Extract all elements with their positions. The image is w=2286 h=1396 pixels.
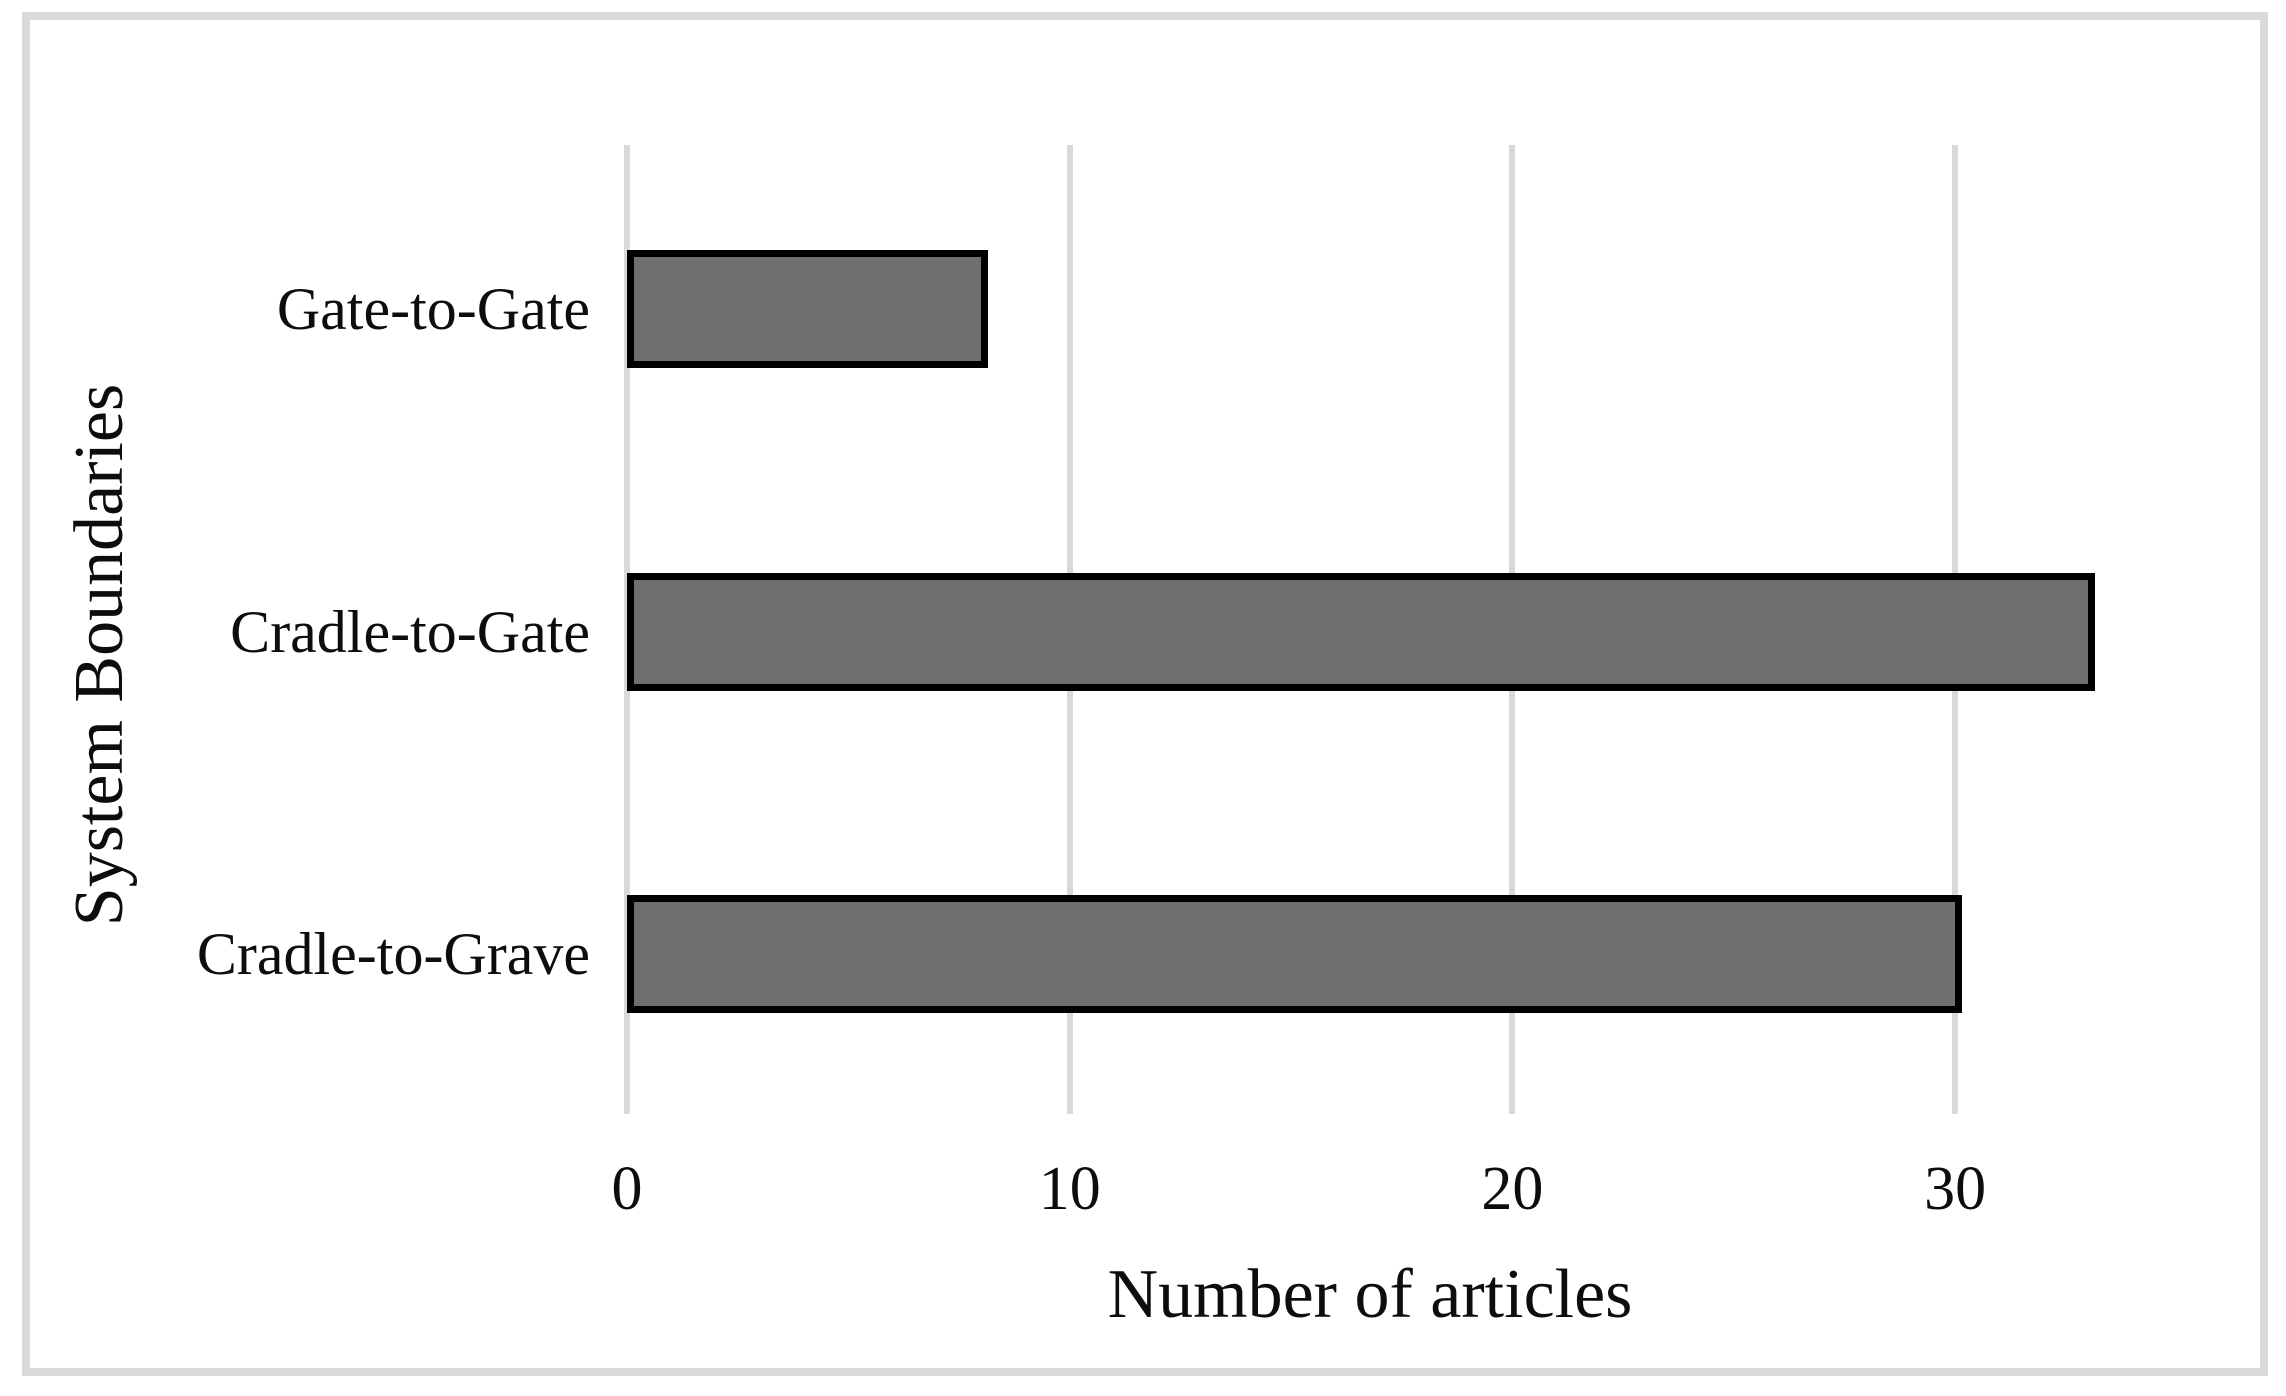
category-label-gate-to-gate: Gate-to-Gate <box>276 276 590 342</box>
x-tick-label: 30 <box>1924 1155 1987 1223</box>
category-label-cradle-to-grave: Cradle-to-Grave <box>196 921 590 987</box>
x-tick-label: 20 <box>1481 1155 1544 1223</box>
bar-cradle-to-grave <box>627 895 1963 1013</box>
y-axis-title: System Boundaries <box>61 383 138 927</box>
x-tick-label: 0 <box>611 1155 643 1223</box>
chart-frame <box>22 12 2268 1376</box>
bar-gate-to-gate <box>627 250 989 368</box>
x-tick-label: 10 <box>1038 1155 1101 1223</box>
x-axis-title: Number of articles <box>1107 1256 1633 1333</box>
bar-cradle-to-gate <box>627 572 2095 691</box>
category-label-cradle-to-gate: Cradle-to-Gate <box>230 598 590 665</box>
